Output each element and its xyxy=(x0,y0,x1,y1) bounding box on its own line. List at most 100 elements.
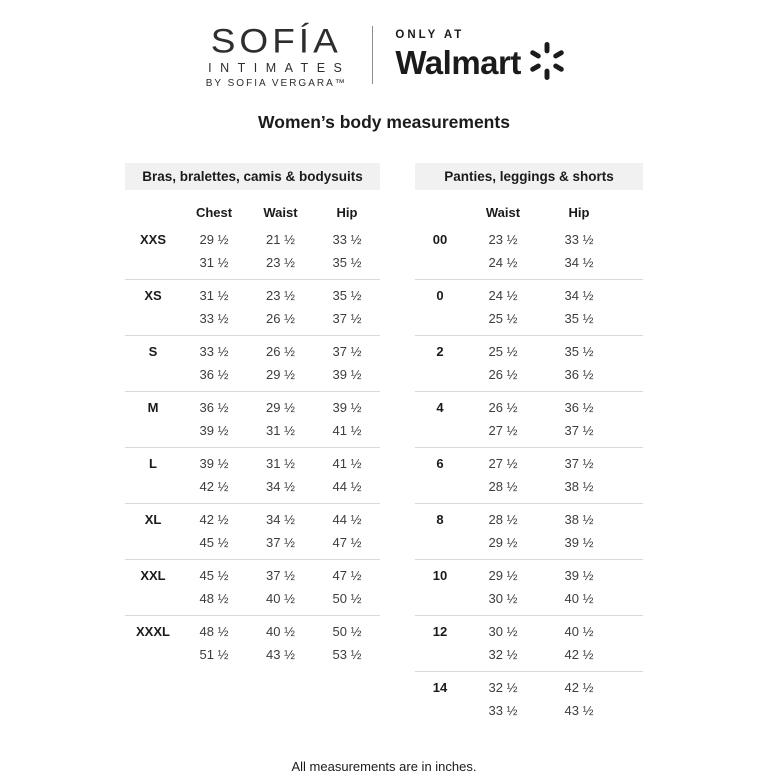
measurement-line: 39 ½ 31 ½ 41 ½ xyxy=(125,419,380,442)
measurement-line: 32 ½ 42 ½ xyxy=(415,643,643,666)
measurement-value: 42 ½ xyxy=(199,479,229,494)
size-table-bras: Bras, bralettes, camis & bodysuits Chest… xyxy=(125,163,380,671)
brand-name: SOFÍA xyxy=(210,21,342,60)
brand-logo: SOFÍA INTIMATES BY SOFIA VERGARA™ xyxy=(202,21,350,90)
size-label xyxy=(415,419,465,442)
measurement-line: 42 ½ 34 ½ 44 ½ xyxy=(125,475,380,498)
measurement-value: 33 ½ xyxy=(199,311,229,326)
measurement-value: 43 ½ xyxy=(564,703,594,718)
measurement-value: 37 ½ xyxy=(332,344,362,359)
measurement-line: M 36 ½ 29 ½ 39 ½ xyxy=(125,396,380,419)
measurement-line: 10 29 ½ 39 ½ xyxy=(415,564,643,587)
size-label: XXS xyxy=(139,232,166,247)
measurement-line: 45 ½ 37 ½ 47 ½ xyxy=(125,531,380,554)
measurement-line: 28 ½ 38 ½ xyxy=(415,475,643,498)
size-row-group: XL 42 ½ 34 ½ 44 ½ 45 ½ 37 ½ 47 ½ xyxy=(125,504,380,560)
measurement-line: XXL 45 ½ 37 ½ 47 ½ xyxy=(125,564,380,587)
measurement-value: 29 ½ xyxy=(266,367,295,382)
measurement-value: 37 ½ xyxy=(332,311,362,326)
measurement-line: 30 ½ 40 ½ xyxy=(415,587,643,610)
size-row-group: 00 23 ½ 33 ½ 24 ½ 34 ½ xyxy=(415,224,643,280)
size-label xyxy=(125,251,181,274)
measurement-value: 45 ½ xyxy=(199,568,229,583)
measurement-value: 50 ½ xyxy=(332,591,362,606)
measurement-value: 41 ½ xyxy=(332,456,362,471)
measurement-value: 35 ½ xyxy=(564,344,594,359)
measurement-value: 34 ½ xyxy=(266,512,295,527)
measurement-value: 39 ½ xyxy=(564,535,594,550)
size-label xyxy=(415,699,465,722)
measurement-line: 14 32 ½ 42 ½ xyxy=(415,676,643,699)
measurement-value: 42 ½ xyxy=(564,680,594,695)
measurement-value: 31 ½ xyxy=(266,456,295,471)
measurement-value: 47 ½ xyxy=(332,568,362,583)
measurement-value: 53 ½ xyxy=(332,647,362,662)
measurement-value: 36 ½ xyxy=(199,367,229,382)
size-label: XXL xyxy=(140,568,166,583)
size-label: 6 xyxy=(436,456,444,471)
measurement-line: XL 42 ½ 34 ½ 44 ½ xyxy=(125,508,380,531)
logo-divider xyxy=(372,26,374,84)
size-label xyxy=(415,531,465,554)
measurement-value: 35 ½ xyxy=(332,288,362,303)
measurement-value: 27 ½ xyxy=(488,456,518,471)
measurement-value: 23 ½ xyxy=(266,288,295,303)
column-headers: Chest Waist Hip xyxy=(125,202,380,224)
size-label: XL xyxy=(144,512,162,527)
measurement-value: 48 ½ xyxy=(199,624,229,639)
measurement-value: 40 ½ xyxy=(266,591,295,606)
size-label xyxy=(415,587,465,610)
measurement-value: 40 ½ xyxy=(564,624,594,639)
measurement-line: S 33 ½ 26 ½ 37 ½ xyxy=(125,340,380,363)
size-label: 2 xyxy=(436,344,444,359)
measurement-line: 4 26 ½ 36 ½ xyxy=(415,396,643,419)
measurement-value: 26 ½ xyxy=(488,367,518,382)
retailer-logo: ONLY AT Walmart xyxy=(395,28,565,81)
measurement-line: 31 ½ 23 ½ 35 ½ xyxy=(125,251,380,274)
measurement-line: 0 24 ½ 34 ½ xyxy=(415,284,643,307)
measurement-value: 33 ½ xyxy=(488,703,518,718)
column-header: Hip xyxy=(336,205,358,220)
walmart-wordmark: Walmart xyxy=(395,43,521,81)
measurement-value: 29 ½ xyxy=(488,568,518,583)
measurement-value: 41 ½ xyxy=(332,423,362,438)
measurement-value: 36 ½ xyxy=(564,400,594,415)
footnote: All measurements are in inches. xyxy=(291,759,477,774)
size-label: 4 xyxy=(436,400,444,415)
measurement-line: 25 ½ 35 ½ xyxy=(415,307,643,330)
size-label xyxy=(415,643,465,666)
measurement-value: 37 ½ xyxy=(266,535,295,550)
size-label: 10 xyxy=(432,568,448,583)
measurement-value: 31 ½ xyxy=(266,423,295,438)
table-title: Bras, bralettes, camis & bodysuits xyxy=(125,163,380,190)
measurement-value: 37 ½ xyxy=(266,568,295,583)
table-body: 00 23 ½ 33 ½ 24 ½ 34 ½ 0 24 ½ 34 ½ 25 ½ 35 ½ 2 25 ½… xyxy=(415,224,643,727)
size-row-group: XXS 29 ½ 21 ½ 33 ½ 31 ½ 23 ½ 35 ½ xyxy=(125,224,380,280)
size-row-group: S 33 ½ 26 ½ 37 ½ 36 ½ 29 ½ 39 ½ xyxy=(125,336,380,392)
size-label: 0 xyxy=(436,288,444,303)
measurement-value: 45 ½ xyxy=(199,535,229,550)
size-row-group: 6 27 ½ 37 ½ 28 ½ 38 ½ xyxy=(415,448,643,504)
measurement-value: 51 ½ xyxy=(199,647,229,662)
size-label xyxy=(415,475,465,498)
measurement-value: 26 ½ xyxy=(488,400,518,415)
size-row-group: L 39 ½ 31 ½ 41 ½ 42 ½ 34 ½ 44 ½ xyxy=(125,448,380,504)
column-header-spacer xyxy=(415,202,465,224)
measurement-line: 29 ½ 39 ½ xyxy=(415,531,643,554)
measurement-line: 36 ½ 29 ½ 39 ½ xyxy=(125,363,380,386)
brand-line-intimates: INTIMATES xyxy=(208,60,351,75)
measurement-value: 40 ½ xyxy=(564,591,594,606)
size-row-group: 0 24 ½ 34 ½ 25 ½ 35 ½ xyxy=(415,280,643,336)
measurement-value: 35 ½ xyxy=(332,255,362,270)
size-label: 14 xyxy=(432,680,448,695)
column-header: Waist xyxy=(485,205,521,220)
measurement-line: L 39 ½ 31 ½ 41 ½ xyxy=(125,452,380,475)
measurement-line: 6 27 ½ 37 ½ xyxy=(415,452,643,475)
column-headers: Waist Hip xyxy=(415,202,643,224)
only-at-label: ONLY AT xyxy=(395,28,465,41)
measurement-value: 35 ½ xyxy=(564,311,594,326)
size-label xyxy=(125,419,181,442)
measurement-value: 39 ½ xyxy=(564,568,594,583)
measurement-value: 30 ½ xyxy=(488,624,518,639)
measurement-value: 29 ½ xyxy=(488,535,518,550)
